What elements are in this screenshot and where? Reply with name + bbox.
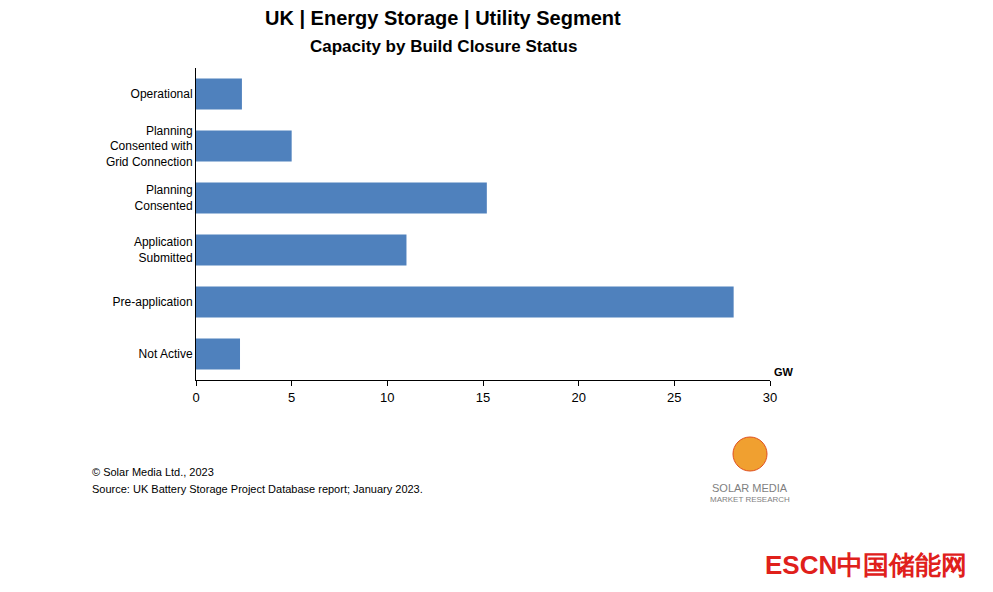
svg-text:20: 20 (571, 390, 585, 405)
svg-text:10: 10 (380, 390, 394, 405)
svg-text:Pre-application: Pre-application (113, 295, 193, 309)
svg-text:30: 30 (763, 390, 777, 405)
svg-text:PlanningConsented: PlanningConsented (135, 183, 193, 213)
svg-text:Source: UK Battery Storage Pro: Source: UK Battery Storage Project Datab… (92, 483, 423, 495)
svg-text:UK | Energy Storage | Utility: UK | Energy Storage | Utility Segment (265, 7, 621, 29)
svg-text:ApplicationSubmitted: ApplicationSubmitted (134, 235, 193, 265)
svg-text:PlanningConsented withGrid Con: PlanningConsented withGrid Connection (106, 124, 193, 169)
svg-text:ESCN中国储能网: ESCN中国储能网 (765, 550, 967, 580)
svg-text:MARKET RESEARCH: MARKET RESEARCH (710, 495, 790, 504)
svg-text:15: 15 (476, 390, 490, 405)
svg-text:© Solar Media Ltd., 2023: © Solar Media Ltd., 2023 (92, 466, 214, 478)
svg-text:Capacity by Build Closure Stat: Capacity by Build Closure Status (310, 37, 577, 56)
svg-text:5: 5 (288, 390, 295, 405)
svg-text:Operational: Operational (131, 87, 193, 101)
svg-text:0: 0 (192, 390, 199, 405)
svg-text:SOLAR MEDIA: SOLAR MEDIA (712, 482, 788, 494)
svg-text:Not Active: Not Active (139, 347, 193, 361)
svg-text:25: 25 (667, 390, 681, 405)
svg-text:GW: GW (774, 366, 794, 378)
